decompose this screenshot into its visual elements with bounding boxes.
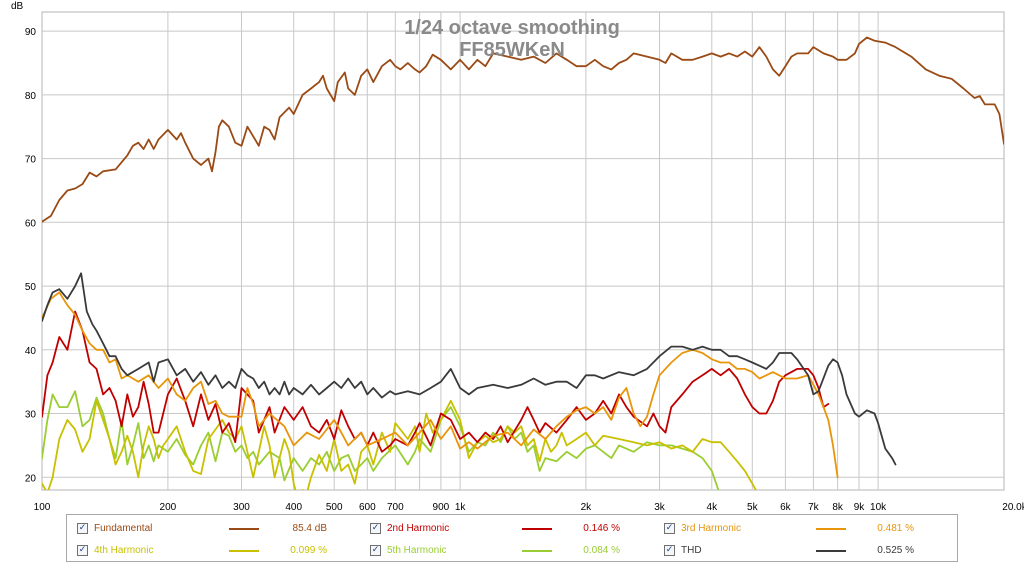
- axis-labels: 20 30 40 50 60 70 80 90 100 200 300 400 500 600 700 900…: [25, 27, 1024, 510]
- chart-subtitle: FF85WKeN: [459, 39, 565, 61]
- x-tick-label: 100: [34, 502, 51, 510]
- legend-label: 4th Harmonic: [94, 545, 154, 556]
- legend-item-5th-harmonic[interactable]: ✓ 5th Harmonic 0.084 %: [370, 543, 640, 559]
- y-tick-label: 60: [25, 218, 37, 229]
- x-tick-label: 10k: [870, 502, 887, 510]
- legend-label: 5th Harmonic: [387, 545, 447, 556]
- x-tick-label: 3k: [654, 502, 666, 510]
- y-tick-label: 90: [25, 27, 37, 38]
- chart-title: 1/24 octave smoothing: [404, 17, 620, 39]
- y-tick-label: 50: [25, 282, 37, 293]
- legend-value: 0.481 %: [877, 523, 914, 534]
- x-tick-label: 400: [285, 502, 302, 510]
- legend-item-thd[interactable]: ✓ THD 0.525 %: [664, 543, 934, 559]
- series-line-4th-harmonic: [42, 399, 757, 490]
- x-tick-label: 20.0k Hz: [1002, 502, 1024, 510]
- series-line-5th-harmonic: [42, 390, 720, 490]
- checkbox-icon[interactable]: ✓: [77, 545, 88, 556]
- y-tick-label: 70: [25, 155, 37, 166]
- legend-value: 0.084 %: [583, 545, 620, 556]
- x-tick-label: 9k: [854, 502, 866, 510]
- checkbox-icon[interactable]: ✓: [370, 545, 381, 556]
- series-line-fundamental: [42, 36, 1004, 223]
- x-tick-label: 6k: [780, 502, 792, 510]
- x-tick-label: 7k: [808, 502, 820, 510]
- checkbox-icon[interactable]: ✓: [77, 523, 88, 534]
- checkbox-icon[interactable]: ✓: [664, 545, 675, 556]
- checkbox-icon[interactable]: ✓: [370, 523, 381, 534]
- legend-value: 0.146 %: [583, 523, 620, 534]
- x-tick-label: 1k: [455, 502, 467, 510]
- series-line-2nd-harmonic: [42, 310, 830, 453]
- legend-label: 2nd Harmonic: [387, 523, 450, 534]
- x-tick-label: 700: [387, 502, 404, 510]
- legend-item-4th-harmonic[interactable]: ✓ 4th Harmonic 0.099 %: [77, 543, 347, 559]
- x-tick-label: 2k: [581, 502, 593, 510]
- y-tick-label: 20: [25, 473, 37, 484]
- legend-label: Fundamental: [94, 523, 153, 534]
- legend-value: 0.525 %: [877, 545, 914, 556]
- legend-item-2nd-harmonic[interactable]: ✓ 2nd Harmonic 0.146 %: [370, 521, 640, 537]
- series-lines: [42, 36, 1004, 490]
- x-tick-label: 8k: [832, 502, 844, 510]
- y-tick-label: 80: [25, 91, 37, 102]
- x-tick-label: 5k: [747, 502, 759, 510]
- y-tick-label: 30: [25, 410, 37, 421]
- x-tick-label: 900: [433, 502, 450, 510]
- grid: [42, 12, 1004, 490]
- legend-value: 85.4 dB: [292, 523, 327, 534]
- series-line-3rd-harmonic: [42, 291, 839, 479]
- legend: ✓ Fundamental 85.4 dB ✓ 2nd Harmonic 0.1…: [66, 514, 958, 562]
- x-tick-label: 300: [233, 502, 250, 510]
- legend-swatch: [816, 528, 846, 530]
- chart: 20 30 40 50 60 70 80 90 100 200 300 400 500 600 700 900…: [11, 1, 1024, 510]
- series-line-thd: [42, 272, 897, 466]
- legend-swatch: [522, 528, 552, 530]
- legend-item-fundamental[interactable]: ✓ Fundamental 85.4 dB: [77, 521, 347, 537]
- legend-item-3rd-harmonic[interactable]: ✓ 3rd Harmonic 0.481 %: [664, 521, 934, 537]
- y-axis-unit: dB: [11, 1, 24, 12]
- x-tick-label: 4k: [707, 502, 719, 510]
- legend-swatch: [522, 550, 552, 552]
- x-tick-label: 600: [359, 502, 376, 510]
- legend-swatch: [229, 550, 259, 552]
- legend-swatch: [816, 550, 846, 552]
- legend-label: 3rd Harmonic: [681, 523, 742, 534]
- legend-label: THD: [681, 545, 702, 556]
- x-tick-label: 500: [326, 502, 343, 510]
- legend-swatch: [229, 528, 259, 530]
- x-tick-label: 200: [160, 502, 177, 510]
- legend-value: 0.099 %: [290, 545, 327, 556]
- plot-area: [41, 11, 1005, 491]
- checkbox-icon[interactable]: ✓: [664, 523, 675, 534]
- y-tick-label: 40: [25, 346, 37, 357]
